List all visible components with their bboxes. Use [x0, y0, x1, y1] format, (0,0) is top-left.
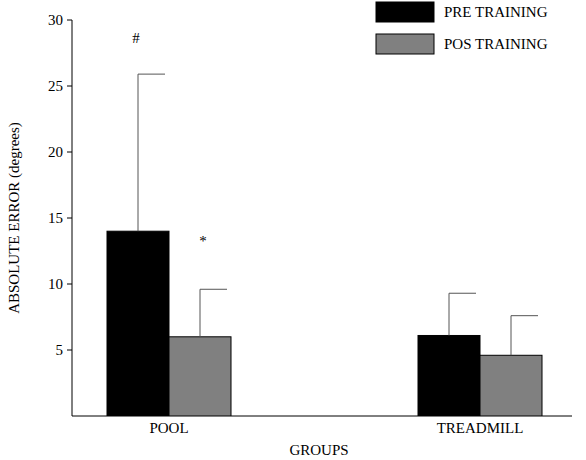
annotation: # [132, 30, 140, 46]
error-line [449, 293, 450, 335]
error-bar [138, 74, 165, 231]
bar [418, 335, 480, 416]
y-tick [67, 218, 72, 219]
error-cap [200, 289, 227, 290]
y-tick [67, 350, 72, 351]
y-tick-label: 30 [48, 12, 63, 28]
error-cap [449, 293, 476, 294]
bar [169, 337, 231, 416]
chart-container: 5 10 15 20 25 30 # * POOL TREADMILL GROUPS ABSOLUTE… [0, 0, 586, 460]
legend: PRE TRAINING POS TRAINING [376, 2, 548, 54]
x-tick-label: TREADMILL [437, 420, 524, 436]
y-tick-label: 5 [56, 342, 64, 358]
error-cap [511, 315, 538, 316]
y-tick [67, 152, 72, 153]
legend-label: PRE TRAINING [444, 4, 548, 20]
y-tick-label: 25 [48, 78, 63, 94]
y-tick [67, 20, 72, 21]
error-line [138, 74, 139, 231]
x-tick-label: POOL [149, 420, 188, 436]
y-tick-label: 20 [48, 144, 63, 160]
chart: 5 10 15 20 25 30 # * POOL TREADMILL GROUPS ABSOLUTE… [0, 0, 586, 460]
y-tick-label: 15 [48, 210, 63, 226]
error-bar [511, 316, 538, 356]
y-tick [67, 284, 72, 285]
bars [107, 74, 542, 416]
error-line [511, 316, 512, 356]
annotation: * [199, 233, 207, 249]
error-bar [449, 293, 476, 335]
y-axis-label: ABSOLUTE ERROR (degrees) [6, 122, 23, 314]
error-cap [138, 74, 165, 75]
legend-label: POS TRAINING [444, 36, 548, 52]
x-axis-label: GROUPS [289, 442, 348, 458]
bar [107, 231, 169, 416]
bar [480, 355, 542, 416]
legend-swatch [376, 2, 434, 22]
y-tick [67, 86, 72, 87]
error-bar [200, 289, 227, 337]
legend-swatch [376, 34, 434, 54]
y-tick-label: 10 [48, 276, 63, 292]
error-line [200, 289, 201, 337]
